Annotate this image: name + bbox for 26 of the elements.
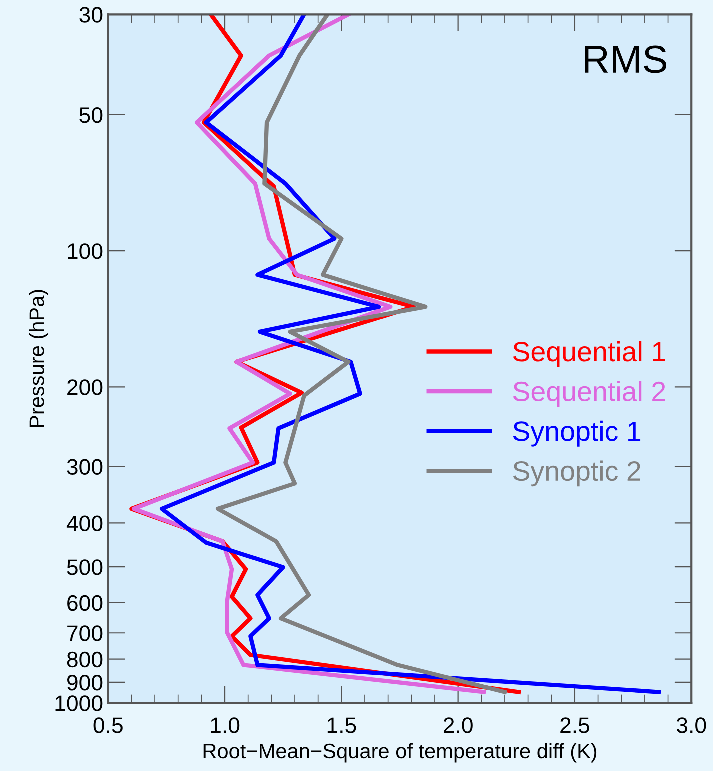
x-tick-label: 0.5 (94, 718, 123, 734)
y-tick-label: 500 (67, 560, 103, 576)
x-tick-label: 2.0 (444, 718, 473, 734)
y-tick-label: 1000 (56, 696, 103, 712)
y-tick-label: 800 (67, 652, 103, 668)
legend-label: Synoptic 1 (513, 420, 641, 447)
y-tick-label: 300 (67, 459, 103, 476)
y-tick-label: 700 (68, 626, 103, 642)
x-tick-label: 3.0 (677, 718, 706, 734)
y-tick-label: 100 (68, 244, 103, 260)
x-tick-label: 1.5 (328, 718, 356, 734)
y-tick-label: 200 (68, 380, 103, 396)
y-tick-label: 400 (66, 516, 103, 532)
legend-label: Sequential 2 (513, 381, 666, 408)
y-tick-label: 600 (68, 595, 103, 612)
y-tick-label: 900 (67, 675, 103, 691)
x-tick-label: 2.5 (560, 718, 590, 734)
y-tick-label: 50 (80, 107, 103, 124)
y-tick-label: 30 (80, 7, 103, 23)
annotation: RMS (585, 46, 666, 74)
line-series (216, 14, 508, 694)
x-axis-title: Root−Mean−Square of temperature diff (K) (204, 743, 597, 763)
y-axis-title: Pressure (hPa) (29, 290, 49, 428)
x-tick-label: 1.0 (211, 718, 240, 734)
legend-label: Sequential 1 (513, 341, 666, 368)
legend-label: Synoptic 2 (513, 460, 640, 487)
